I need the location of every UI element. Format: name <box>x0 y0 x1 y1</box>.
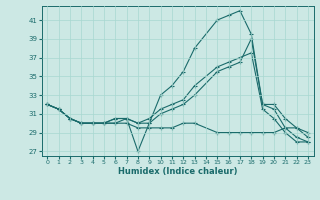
X-axis label: Humidex (Indice chaleur): Humidex (Indice chaleur) <box>118 167 237 176</box>
